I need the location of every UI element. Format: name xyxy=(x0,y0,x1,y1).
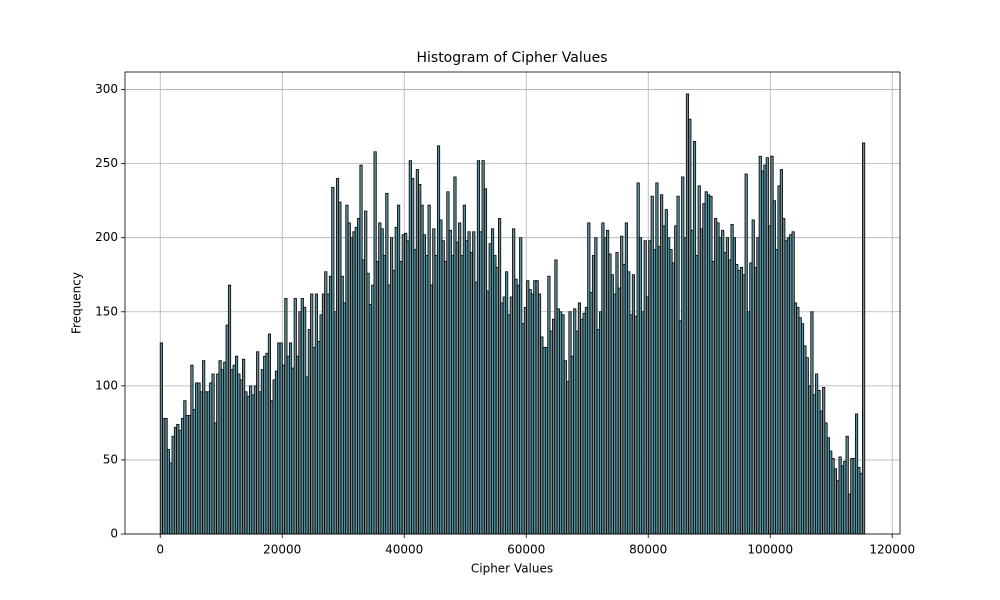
y-axis-label: Frequency xyxy=(70,272,84,334)
y-tick-label: 50 xyxy=(103,452,118,466)
x-tick-label: 120000 xyxy=(869,543,915,557)
axes: 0 50 100 150 200 250 300 0 20000 40000 60000 80000 1… xyxy=(95,71,915,557)
chart-title: Histogram of Cipher Values xyxy=(416,50,607,66)
x-tick-label: 100000 xyxy=(747,543,793,557)
y-tick-label: 200 xyxy=(95,230,118,244)
y-tick-label: 300 xyxy=(95,82,118,96)
bar xyxy=(862,142,866,535)
x-tick-label: 80000 xyxy=(629,543,667,557)
x-axis-label: Cipher Values xyxy=(471,562,553,576)
x-tick-label: 20000 xyxy=(263,543,301,557)
y-tick-label: 250 xyxy=(95,156,118,170)
plot-frame xyxy=(124,71,901,535)
x-tick-label: 40000 xyxy=(385,543,423,557)
x-tick-label: 0 xyxy=(156,543,164,557)
y-tick-label: 0 xyxy=(110,527,118,541)
y-tick-label: 150 xyxy=(95,304,118,318)
bars xyxy=(159,93,866,535)
y-tick-label: 100 xyxy=(95,378,118,392)
x-tick-label: 60000 xyxy=(507,543,545,557)
